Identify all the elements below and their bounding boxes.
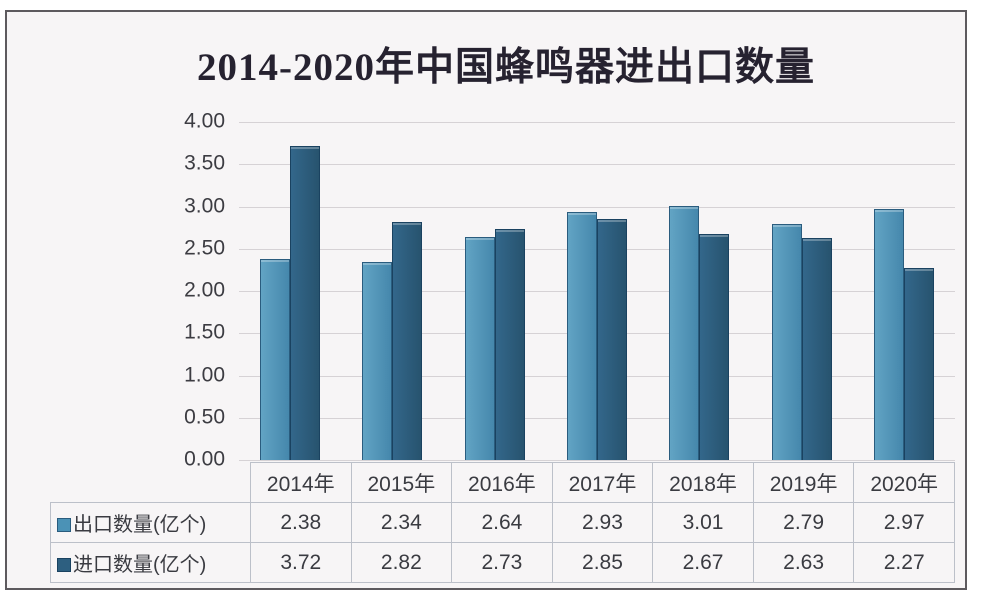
series-label-cell: 进口数量(亿个) xyxy=(50,542,251,583)
export-bar-2018年 xyxy=(669,205,700,460)
gridline xyxy=(239,122,955,123)
y-tick-label: 1.50 xyxy=(184,320,225,344)
year-header-cell: 2017年 xyxy=(551,462,654,503)
value-cell: 2.79 xyxy=(752,502,855,543)
import-bar-2014年 xyxy=(290,145,321,460)
import-bar-2017年 xyxy=(596,219,627,460)
gridline xyxy=(239,460,955,461)
bar-group-2014年 xyxy=(239,122,341,460)
table-corner-cell xyxy=(51,463,251,503)
chart-title: 2014-2020年中国蜂鸣器进出口数量 xyxy=(197,46,815,89)
series-label-cell: 出口数量(亿个) xyxy=(50,502,251,543)
year-header-cell: 2019年 xyxy=(752,462,855,503)
table-header-row: 2014年 2015年 2016年 2017年 2018年 2019年 2020年 xyxy=(51,462,955,503)
bar-group-2019年 xyxy=(750,122,852,460)
plot-area xyxy=(239,122,955,461)
import-bar-2016年 xyxy=(494,229,525,460)
gridline xyxy=(239,164,955,166)
value-cell: 2.34 xyxy=(350,502,453,543)
year-header-cell: 2018年 xyxy=(652,462,754,503)
year-header-cell: 2016年 xyxy=(451,462,553,503)
bar-groups xyxy=(239,122,955,460)
value-cell: 2.85 xyxy=(551,542,654,583)
bar-group-2020年 xyxy=(853,122,955,460)
series-name: 出口数量(亿个) xyxy=(73,514,207,536)
y-tick-label: 0.00 xyxy=(184,447,225,471)
gridline xyxy=(239,206,955,208)
year-header-cell: 2015年 xyxy=(350,462,453,503)
import-bar-2020年 xyxy=(903,268,934,460)
data-table: 2014年 2015年 2016年 2017年 2018年 2019年 2020年 出口数量… xyxy=(50,462,955,583)
import-bar-2019年 xyxy=(801,237,832,460)
import-bar-2018年 xyxy=(699,234,730,460)
value-cell: 3.72 xyxy=(250,542,352,583)
y-tick-label: 1.00 xyxy=(184,363,225,387)
value-cell: 2.67 xyxy=(652,542,754,583)
y-tick-label: 2.00 xyxy=(184,278,225,302)
export-bar-2019年 xyxy=(771,224,802,460)
export-bar-2017年 xyxy=(566,212,597,460)
y-tick-label: 3.00 xyxy=(184,194,225,218)
value-cell: 2.38 xyxy=(250,502,352,543)
y-axis-labels: 0.00 0.50 1.00 1.50 2.00 2.50 3.00 3.50 4.00 xyxy=(155,110,225,471)
bar-group-2016年 xyxy=(444,122,546,460)
export-bar-2020年 xyxy=(873,209,904,460)
legend-swatch-export xyxy=(57,518,71,532)
export-bar-2015年 xyxy=(362,262,393,460)
value-cell: 2.73 xyxy=(451,542,553,583)
bar-group-2017年 xyxy=(546,122,648,460)
value-cell: 3.01 xyxy=(652,502,754,543)
value-cell: 2.93 xyxy=(551,502,654,543)
bar-group-2018年 xyxy=(648,122,750,460)
value-cell: 2.64 xyxy=(451,502,553,543)
bar-group-2015年 xyxy=(341,122,443,460)
chart-frame: 2014-2020年中国蜂鸣器进出口数量 0.00 0.50 1.00 1.50 2.0… xyxy=(5,10,967,590)
table-row-import: 进口数量(亿个) 3.72 2.82 2.73 2.85 2.67 2.63 2.27 xyxy=(50,542,955,583)
table-row-export: 出口数量(亿个) 2.38 2.34 2.64 2.93 3.01 2.79 2.97 xyxy=(50,502,955,543)
y-tick-label: 2.50 xyxy=(184,236,225,260)
value-cell: 2.27 xyxy=(853,542,955,583)
series-name: 进口数量(亿个) xyxy=(73,554,207,576)
value-cell: 2.63 xyxy=(752,542,855,583)
table-body: 出口数量(亿个) 2.38 2.34 2.64 2.93 3.01 2.79 2.97 进口数量… xyxy=(50,502,955,583)
y-tick-label: 4.00 xyxy=(184,109,225,133)
import-bar-2015年 xyxy=(392,221,423,460)
value-cell: 2.82 xyxy=(350,542,453,583)
legend-swatch-import xyxy=(57,558,71,572)
value-cell: 2.97 xyxy=(853,502,955,543)
year-header-cell: 2014年 xyxy=(250,462,352,503)
year-header-cell: 2020年 xyxy=(853,462,955,503)
y-tick-label: 3.50 xyxy=(184,151,225,175)
y-tick-label: 0.50 xyxy=(184,405,225,429)
export-bar-2016年 xyxy=(464,236,495,460)
export-bar-2014年 xyxy=(260,258,291,460)
